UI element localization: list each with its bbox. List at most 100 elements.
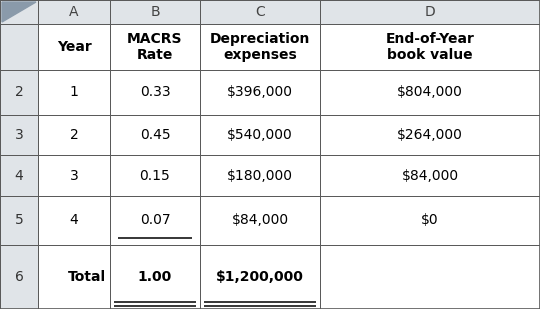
Bar (0, 0, 38, 24)
Bar (38, 24, 110, 70)
Bar (110, 115, 200, 154)
Text: 2: 2 (15, 86, 23, 99)
Text: $84,000: $84,000 (232, 214, 288, 227)
Bar (1, 245, 38, 309)
Bar (110, 0, 200, 24)
Text: 6: 6 (15, 270, 23, 284)
Bar (0, 245, 38, 309)
Bar (320, 0, 540, 24)
Text: $180,000: $180,000 (227, 168, 293, 183)
Text: 3: 3 (70, 168, 78, 183)
Bar (320, 70, 539, 115)
Bar (38, 115, 110, 154)
Bar (0, 155, 38, 196)
Text: 4: 4 (15, 168, 23, 183)
Bar (110, 24, 200, 70)
Text: 0.15: 0.15 (140, 168, 171, 183)
Text: C: C (255, 5, 265, 19)
Text: B: B (150, 5, 160, 19)
Bar (1, 24, 38, 70)
Bar (1, 155, 38, 196)
Bar (38, 155, 110, 196)
Text: 1.00: 1.00 (138, 270, 172, 284)
Bar (200, 70, 320, 115)
Bar (320, 24, 539, 70)
Bar (320, 155, 540, 196)
Bar (1, 70, 38, 115)
Bar (1, 196, 38, 245)
Bar (110, 0, 200, 24)
Polygon shape (2, 2, 36, 22)
Bar (320, 24, 540, 70)
Bar (38, 24, 110, 70)
Bar (320, 196, 539, 245)
Bar (320, 0, 539, 24)
Text: $540,000: $540,000 (227, 128, 293, 142)
Bar (200, 115, 320, 154)
Text: 1: 1 (70, 86, 78, 99)
Bar (200, 245, 320, 309)
Text: 0.45: 0.45 (140, 128, 170, 142)
Bar (38, 70, 110, 115)
Bar (110, 196, 200, 245)
Text: $1,200,000: $1,200,000 (216, 270, 304, 284)
Bar (110, 245, 200, 309)
Text: 5: 5 (15, 214, 23, 227)
Bar (110, 196, 200, 245)
Text: $84,000: $84,000 (401, 168, 458, 183)
Bar (110, 115, 200, 155)
Text: $0: $0 (421, 214, 439, 227)
Bar (38, 245, 110, 309)
Bar (38, 196, 110, 245)
Bar (38, 0, 110, 24)
Text: 0.33: 0.33 (140, 86, 170, 99)
Bar (38, 70, 110, 115)
Bar (38, 196, 110, 245)
Bar (320, 115, 540, 155)
Text: Depreciation
expenses: Depreciation expenses (210, 32, 310, 62)
Text: $264,000: $264,000 (397, 128, 463, 142)
Text: 2: 2 (70, 128, 78, 142)
Bar (320, 70, 540, 115)
Bar (200, 115, 320, 155)
Bar (320, 245, 540, 309)
Text: MACRS
Rate: MACRS Rate (127, 32, 183, 62)
Bar (1, 115, 38, 154)
Text: Total: Total (68, 270, 106, 284)
Bar (110, 24, 200, 70)
Bar (110, 155, 200, 196)
Bar (200, 196, 320, 245)
Text: A: A (69, 5, 79, 19)
Text: 4: 4 (70, 214, 78, 227)
Bar (38, 115, 110, 155)
Bar (110, 155, 200, 196)
Bar (320, 115, 539, 154)
Bar (200, 0, 320, 24)
Bar (320, 155, 539, 196)
Bar (200, 70, 320, 115)
Bar (200, 155, 320, 196)
Bar (0, 70, 38, 115)
Text: $804,000: $804,000 (397, 86, 463, 99)
Bar (38, 155, 110, 196)
Bar (110, 245, 200, 309)
Bar (38, 245, 110, 309)
Bar (200, 0, 320, 24)
Text: Year: Year (57, 40, 91, 54)
Bar (200, 245, 320, 309)
Bar (200, 24, 320, 70)
Bar (110, 70, 200, 115)
Text: $396,000: $396,000 (227, 86, 293, 99)
Text: End-of-Year
book value: End-of-Year book value (386, 32, 475, 62)
Bar (0, 196, 38, 245)
Text: 0.07: 0.07 (140, 214, 170, 227)
Bar (110, 70, 200, 115)
Bar (0, 24, 38, 70)
Bar (38, 0, 110, 24)
Text: 3: 3 (15, 128, 23, 142)
Bar (320, 196, 540, 245)
Bar (0, 115, 38, 155)
Bar (200, 24, 320, 70)
Text: D: D (424, 5, 435, 19)
Bar (200, 155, 320, 196)
